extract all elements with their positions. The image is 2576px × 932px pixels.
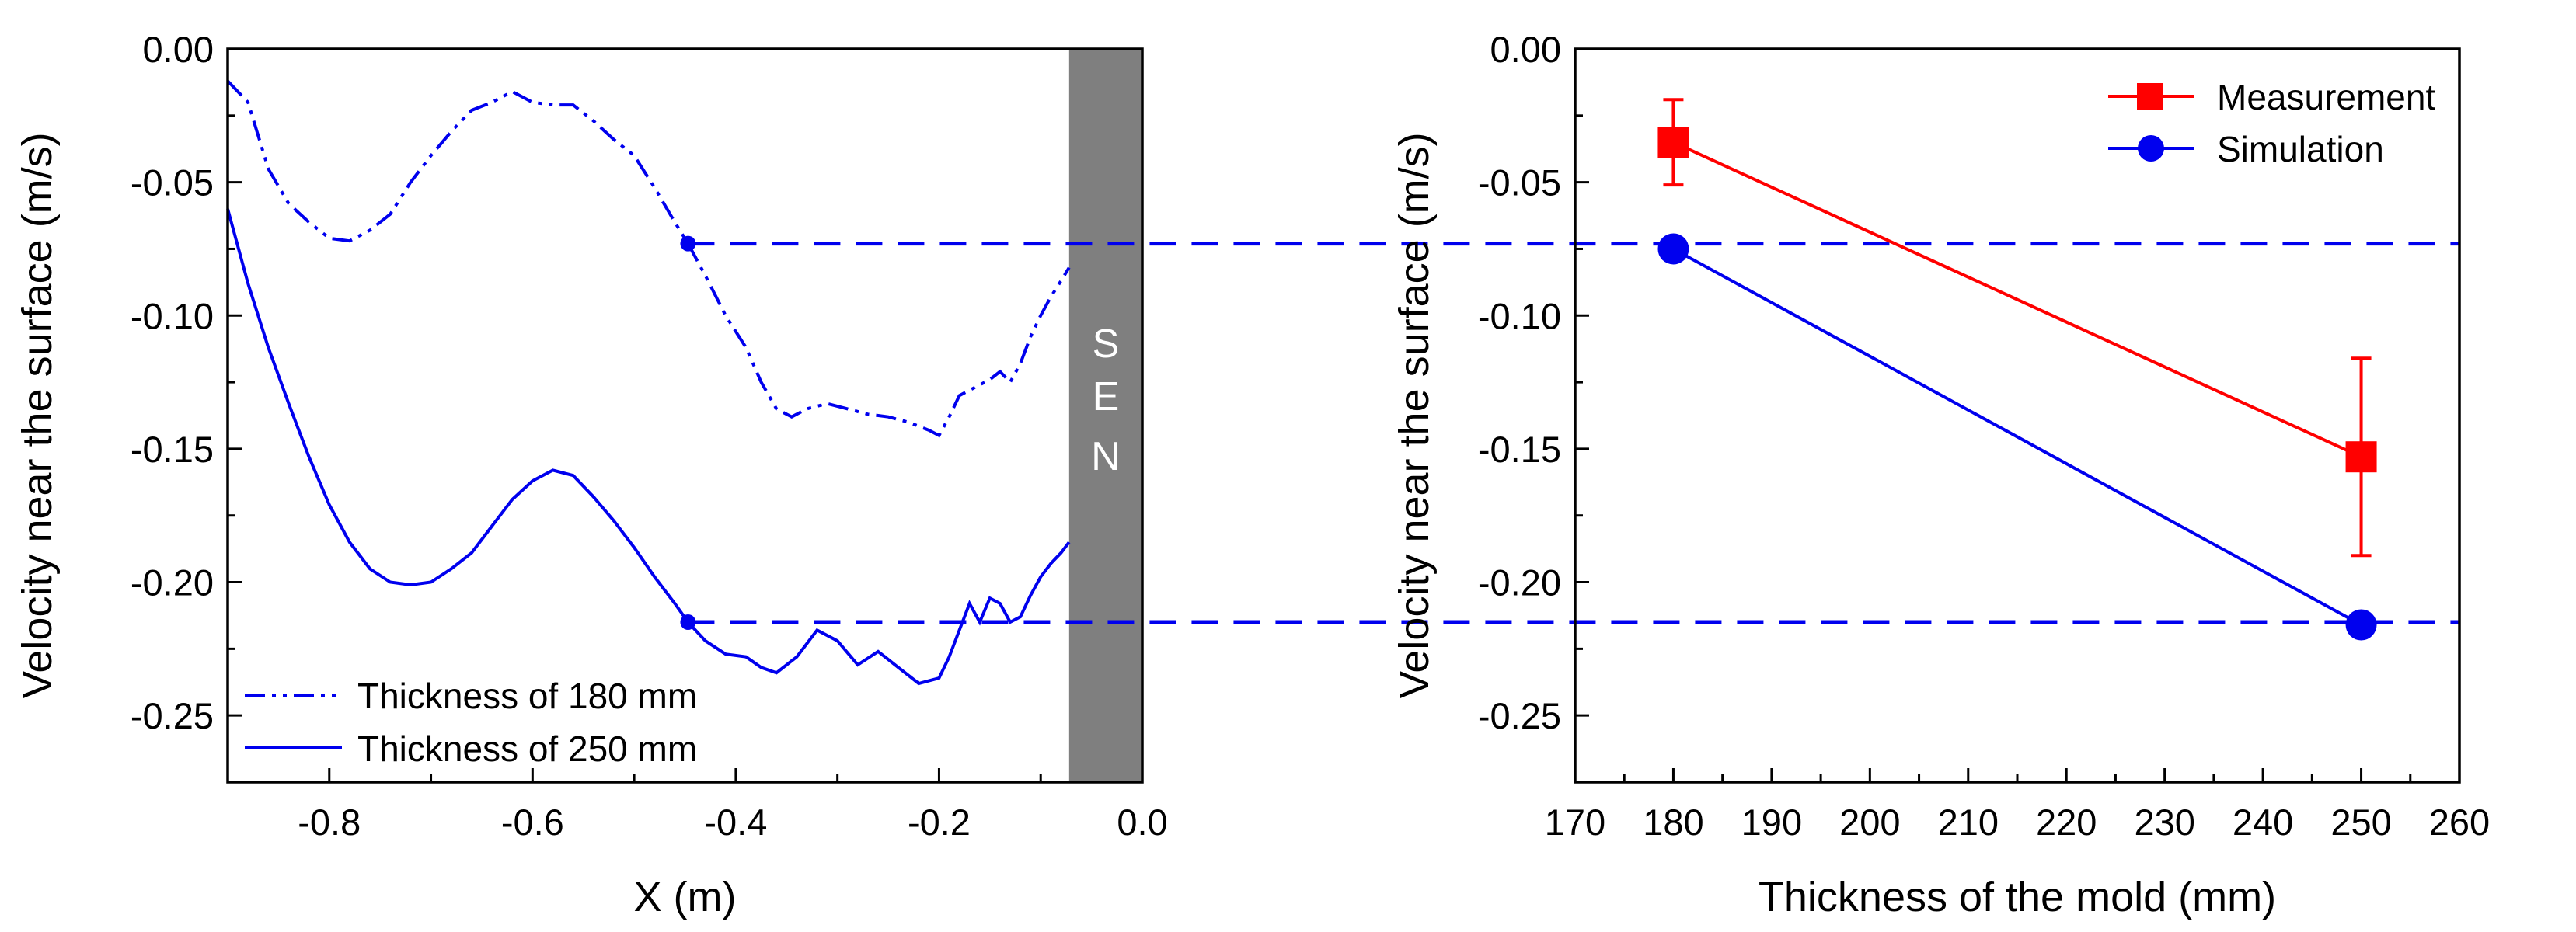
- right-y-tick-label-5: -0.25: [1478, 695, 1561, 736]
- series-line-measurement: [1672, 141, 2362, 459]
- left-y-tick-label-4: -0.20: [131, 562, 214, 603]
- left-y-tick-label-2: -0.10: [131, 295, 214, 336]
- legend-label-180mm: Thickness of 180 mm: [357, 676, 697, 716]
- right-x-tick-label-2: 190: [1741, 802, 1802, 843]
- series-line-250mm: [226, 208, 1071, 686]
- left-x-tick-label-0: -0.8: [298, 802, 361, 843]
- left-x-tick-label-2: -0.4: [704, 802, 767, 843]
- right-y-tick-label-1: -0.05: [1478, 162, 1561, 203]
- sen-letter-s: S: [1093, 322, 1120, 367]
- data-point-measurement-250: [2345, 441, 2377, 473]
- right-x-tick-label-4: 210: [1938, 802, 1999, 843]
- right-x-tick-label-8: 250: [2330, 802, 2391, 843]
- right-y-tick-label-0: 0.00: [1490, 29, 1561, 70]
- sen-letter-n: N: [1091, 434, 1121, 479]
- right-x-tick-label-5: 220: [2036, 802, 2097, 843]
- data-point-simulation-250: [2345, 609, 2377, 641]
- legend-marker-simulation: [2138, 135, 2164, 162]
- right-panel: 170 180 190 200 210 220 230 240 250 260 0.00 -0.05…: [1391, 29, 2490, 920]
- plot-frame-left: [226, 47, 1144, 784]
- left-y-tick-label-5: -0.25: [131, 695, 214, 736]
- left-y-tick-label-1: -0.05: [131, 162, 214, 203]
- left-y-tick-label-0: 0.00: [143, 29, 214, 70]
- right-x-tick-label-3: 200: [1839, 802, 1900, 843]
- legend-left: Thickness of 180 mm Thickness of 250 mm: [245, 676, 697, 769]
- left-x-tick-label-4: 0.0: [1117, 802, 1167, 843]
- right-y-tick-label-4: -0.20: [1478, 562, 1561, 603]
- left-panel: S E N -0.8 -0.6 -0.4 -0.2 0.0 0.00 -0.05 -0.10…: [14, 29, 1168, 920]
- legend-right: Measurement Simulation: [2108, 77, 2435, 169]
- legend-marker-measurement: [2137, 83, 2163, 110]
- x-ticks-right: 170 180 190 200 210 220 230 240 250 260: [1545, 768, 2490, 843]
- x-axis-label-right: Thickness of the mold (mm): [1759, 874, 2276, 920]
- right-y-tick-label-2: -0.10: [1478, 295, 1561, 336]
- legend-label-simulation: Simulation: [2217, 129, 2384, 169]
- left-x-tick-label-3: -0.2: [908, 802, 971, 843]
- series-line-180mm: [226, 79, 1071, 438]
- x-ticks-left: -0.8 -0.6 -0.4 -0.2 0.0: [298, 768, 1168, 843]
- right-x-tick-label-0: 170: [1545, 802, 1605, 843]
- right-x-tick-label-6: 230: [2134, 802, 2194, 843]
- data-point-simulation-180: [1657, 233, 1689, 265]
- series-line-simulation: [1672, 247, 2362, 627]
- legend-label-measurement: Measurement: [2217, 77, 2435, 117]
- right-x-tick-label-9: 260: [2429, 802, 2490, 843]
- right-x-tick-label-7: 240: [2233, 802, 2293, 843]
- y-ticks-left: 0.00 -0.05 -0.10 -0.15 -0.20 -0.25: [131, 29, 242, 736]
- y-axis-label-left: Velocity near the surface (m/s): [14, 132, 61, 698]
- y-ticks-right: 0.00 -0.05 -0.10 -0.15 -0.20 -0.25: [1478, 29, 1589, 736]
- left-y-tick-label-3: -0.15: [131, 429, 214, 470]
- right-y-tick-label-3: -0.15: [1478, 429, 1561, 470]
- sen-letter-e: E: [1093, 374, 1120, 419]
- sen-region: [1068, 49, 1142, 782]
- y-axis-label-right: Velocity near the surface (m/s): [1391, 132, 1438, 698]
- legend-label-250mm: Thickness of 250 mm: [357, 729, 697, 769]
- right-x-tick-label-1: 180: [1643, 802, 1703, 843]
- x-axis-label-left: X (m): [634, 874, 737, 920]
- data-point-measurement-180: [1657, 127, 1689, 158]
- left-x-tick-label-1: -0.6: [501, 802, 564, 843]
